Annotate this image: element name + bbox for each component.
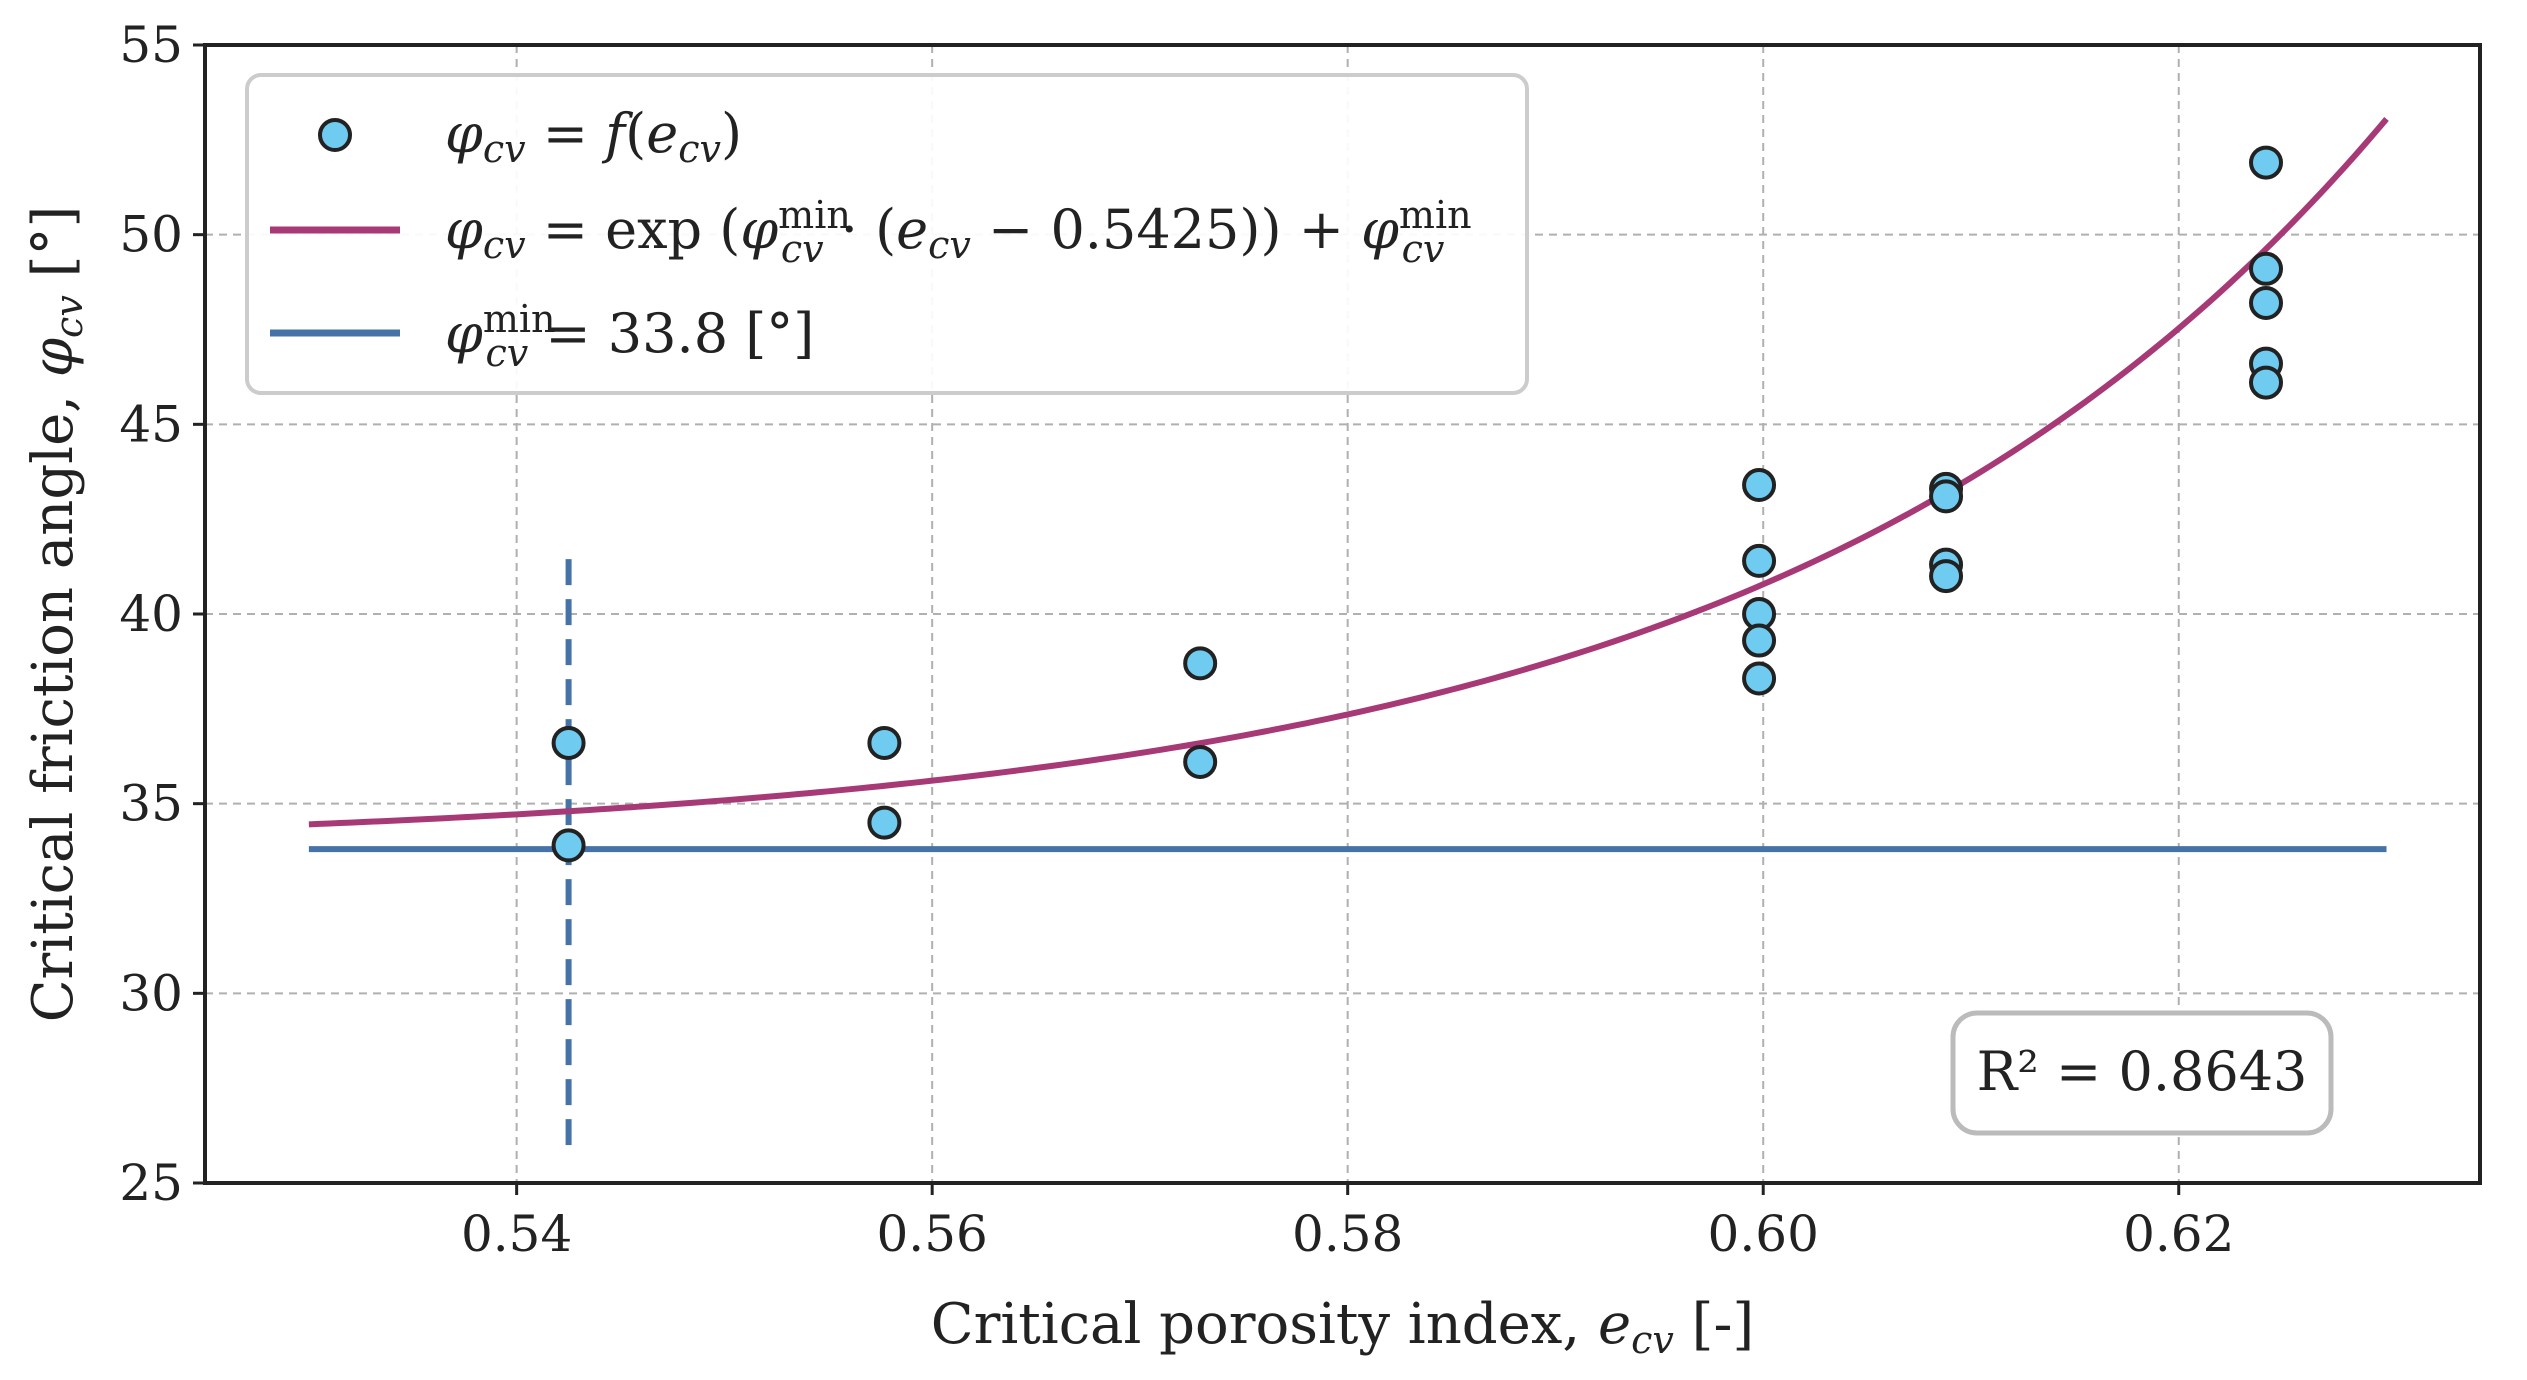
y-axis-title-sub: cv (47, 295, 91, 338)
data-point (867, 725, 902, 760)
data-point (2249, 365, 2284, 400)
x-tick-label: 0.62 (2123, 1205, 2234, 1263)
y-axis-title-text: Critical friction angle, (21, 377, 86, 1022)
r2-annotation-text: R² = 0.8643 (1977, 1040, 2308, 1103)
legend-label-fit: φcv = exp (φmin cv · (ecv − 0.5425)) + φm… (445, 193, 1472, 271)
data-point (1742, 661, 1777, 696)
y-tick-label: 35 (119, 775, 183, 833)
data-point (2249, 251, 2284, 286)
y-axis-title-unit: [°] (21, 206, 86, 296)
data-point (1183, 744, 1218, 779)
fit-curve (308, 117, 2389, 828)
y-axis-title: Critical friction angle, φcv [°] (21, 206, 91, 1023)
y-axis-title-var: φ (21, 338, 86, 377)
y-tick-label: 40 (119, 585, 183, 643)
data-point (551, 828, 586, 863)
x-tick-label: 0.58 (1292, 1205, 1403, 1263)
r2-annotation: R² = 0.8643 (1950, 1010, 2334, 1136)
legend: φcv = f(ecv) φcv = exp (φmin cv · (ecv − … (245, 73, 1529, 395)
ticks: 0.54 0.56 0.58 0.60 0.62 25 30 35 40 45 50 55 (119, 16, 2234, 1263)
x-axis-title-var: e (1598, 1292, 1631, 1357)
plot-frame (203, 43, 2482, 1185)
data-point (1742, 468, 1777, 503)
legend-label-hline: φmin cv = 33.8 [°] (445, 297, 814, 375)
data-point (2249, 285, 2284, 320)
r2-annotation-box (1950, 1010, 2334, 1136)
y-tick-label: 55 (119, 16, 183, 74)
data-point (1929, 479, 1964, 514)
x-axis-title-unit: [-] (1674, 1292, 1754, 1357)
x-axis-title-sub: cv (1631, 1318, 1674, 1362)
data-point (551, 725, 586, 760)
y-tick-label: 25 (119, 1154, 183, 1212)
x-axis-title-text: Critical porosity index, (931, 1292, 1598, 1357)
y-tick-label: 50 (119, 206, 183, 264)
x-tick-label: 0.54 (461, 1205, 572, 1263)
x-axis-title: Critical porosity index, ecv [-] (931, 1292, 1755, 1362)
y-tick-label: 30 (119, 964, 183, 1022)
data-point (867, 805, 902, 840)
legend-box (245, 73, 1529, 395)
legend-label-points: φcv = f(ecv) (445, 102, 742, 171)
legend-marker-point (318, 118, 352, 152)
data-point (1742, 543, 1777, 578)
y-tick-label: 45 (119, 395, 183, 453)
x-tick-label: 0.56 (877, 1205, 988, 1263)
data-point (1929, 559, 1964, 594)
x-tick-label: 0.60 (1708, 1205, 1819, 1263)
data-point (1183, 646, 1218, 681)
data-point (1742, 623, 1777, 658)
data-point (2249, 145, 2284, 180)
series (308, 117, 2389, 1146)
